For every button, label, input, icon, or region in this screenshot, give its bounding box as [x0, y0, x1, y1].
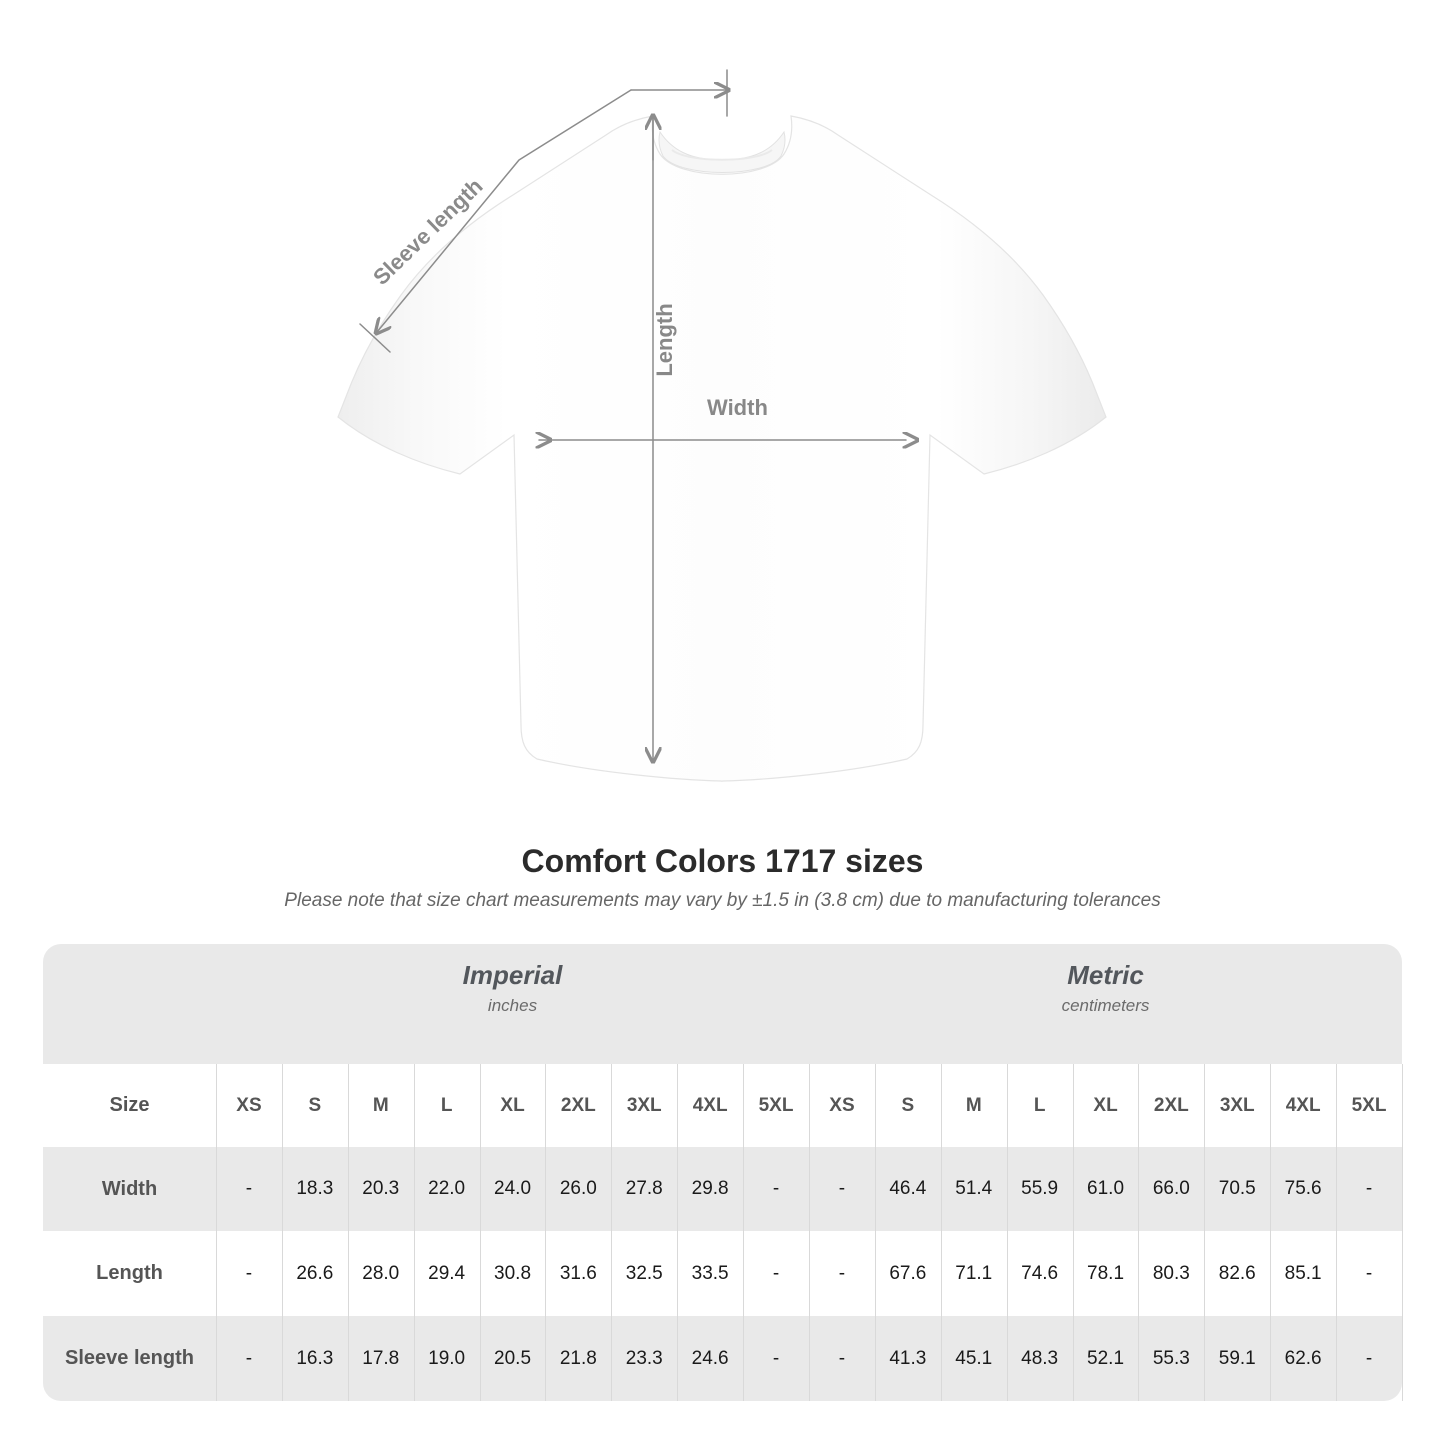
svg-text:Width: Width: [707, 395, 768, 420]
svg-text:Length: Length: [652, 303, 677, 376]
